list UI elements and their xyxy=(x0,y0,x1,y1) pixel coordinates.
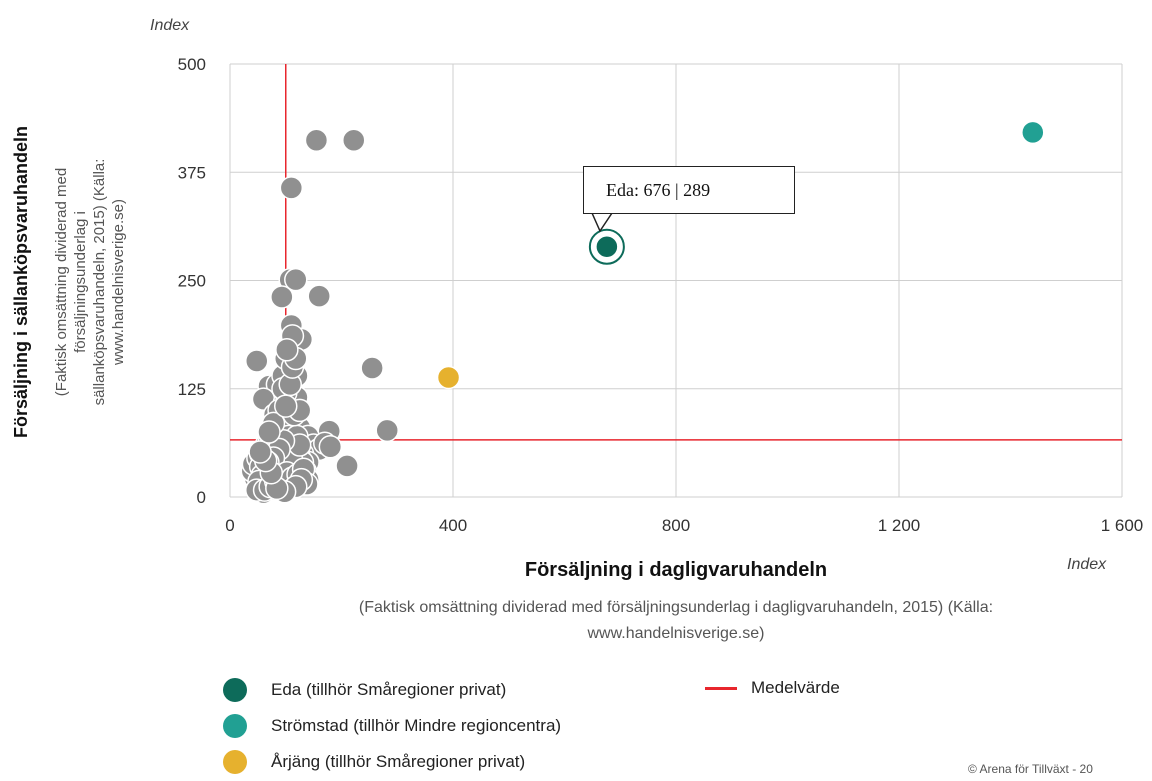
data-point[interactable] xyxy=(284,267,308,292)
legend-label: Årjäng (tillhör Småregioner privat) xyxy=(271,752,526,771)
y-axis-subtitle-line: försäljningsunderlag i xyxy=(72,211,89,353)
credit-text: © Arena för Tillväxt - 20 xyxy=(968,762,1093,776)
data-point[interactable] xyxy=(307,284,331,308)
data-point[interactable] xyxy=(436,365,461,390)
legend-item-eda[interactable]: Eda (tillhör Småregioner privat) xyxy=(223,678,506,702)
y-axis-subtitle-line: (Faktisk omsättning dividerad med xyxy=(53,168,70,396)
data-point[interactable] xyxy=(245,349,269,373)
y-tick-label: 500 xyxy=(178,55,206,74)
legend-marker-icon xyxy=(223,750,247,774)
x-axis-subtitle: (Faktisk omsättning dividerad med försäl… xyxy=(358,599,994,642)
y-axis-subtitle-line: www.handelnisverige.se) xyxy=(110,199,127,366)
data-point[interactable] xyxy=(1021,120,1045,145)
x-tick-label: 400 xyxy=(439,516,467,535)
legend-label: Medelvärde xyxy=(751,678,840,697)
data-point[interactable] xyxy=(275,338,299,362)
data-point[interactable] xyxy=(375,418,399,443)
y-axis-subtitle-group: (Faktisk omsättning dividerad med försäl… xyxy=(53,159,127,406)
legend-marker-icon xyxy=(223,714,247,738)
legend-item-medelvarde[interactable]: Medelvärde xyxy=(705,678,840,698)
x-tick-label: 800 xyxy=(662,516,690,535)
x-tick-label: 0 xyxy=(225,516,234,535)
mean-line-icon xyxy=(705,686,737,690)
legend-label: Strömstad (tillhör Mindre regioncentra) xyxy=(271,716,562,735)
x-tick-labels: 0 400 800 1 200 1 600 xyxy=(225,516,1143,535)
y-tick-label: 375 xyxy=(178,163,206,182)
data-point[interactable] xyxy=(257,420,281,444)
legend-label: Eda (tillhör Småregioner privat) xyxy=(271,680,507,699)
data-point[interactable] xyxy=(318,435,343,459)
legend-item-arjang[interactable]: Årjäng (tillhör Småregioner privat) xyxy=(223,750,525,774)
x-tick-label: 1 600 xyxy=(1101,516,1144,535)
data-point[interactable] xyxy=(279,176,304,200)
point-tooltip: Eda: 676 | 289 xyxy=(583,166,795,214)
y-tick-label: 250 xyxy=(178,272,206,291)
data-point[interactable] xyxy=(248,440,272,464)
y-axis-subtitle-line: sällanköpsvaruhandeln, 2015) (Källa: xyxy=(91,159,108,406)
x-unit-label: Index xyxy=(1067,556,1107,573)
data-point[interactable] xyxy=(342,128,366,152)
y-unit-label: Index xyxy=(150,17,190,34)
y-tick-label: 0 xyxy=(197,488,206,507)
x-tick-label: 1 200 xyxy=(878,516,921,535)
y-axis-title-group: Försäljning i sällanköpsvaruhandeln xyxy=(11,126,31,438)
tooltip-pointer xyxy=(590,212,614,233)
y-axis-title: Försäljning i sällanköpsvaruhandeln xyxy=(11,126,31,438)
data-point[interactable] xyxy=(304,128,329,152)
data-point[interactable] xyxy=(270,285,294,309)
grid-lines xyxy=(229,63,1123,498)
y-tick-labels: 0 125 250 375 500 xyxy=(178,55,206,507)
data-point[interactable] xyxy=(360,356,384,380)
data-point[interactable] xyxy=(274,394,298,418)
data-point[interactable] xyxy=(595,234,619,259)
legend-item-stromstad[interactable]: Strömstad (tillhör Mindre regioncentra) xyxy=(223,714,561,738)
x-axis-title: Försäljning i dagligvaruhandeln xyxy=(524,559,828,581)
data-points xyxy=(240,120,1045,505)
data-point[interactable] xyxy=(335,454,359,478)
legend-marker-icon xyxy=(223,678,247,702)
y-tick-label: 125 xyxy=(178,380,206,399)
